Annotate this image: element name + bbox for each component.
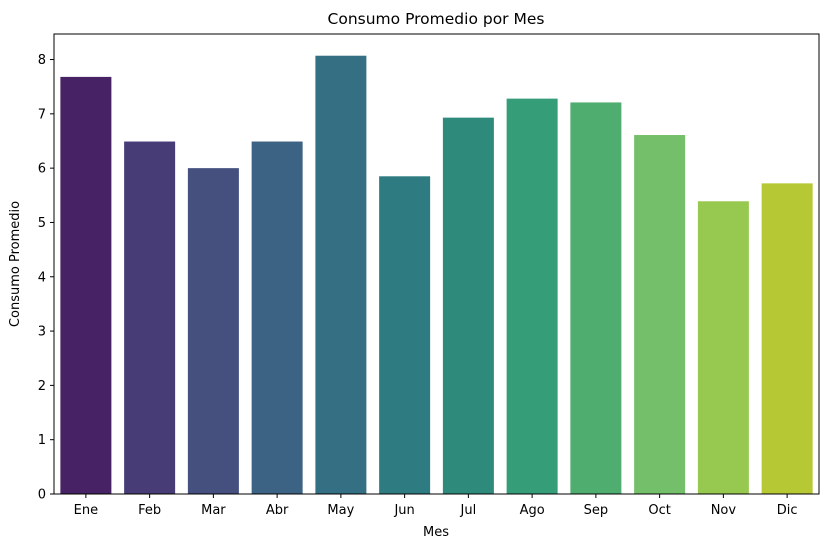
x-tick-label: Oct (648, 503, 670, 518)
x-tick-label: Abr (266, 503, 289, 518)
x-tick-label: Ene (74, 503, 98, 518)
x-axis: Ene Feb Mar Abr May Jun Jul Ago Sep Oct Nov Dic (74, 494, 798, 518)
x-tick-label: Ago (520, 503, 545, 518)
y-tick-label: 0 (38, 488, 46, 503)
bar-sep (570, 102, 622, 495)
bar-oct (634, 135, 686, 494)
y-tick-label: 1 (38, 433, 46, 448)
bars-group (60, 55, 813, 495)
bar-dic (761, 183, 813, 494)
y-tick-label: 5 (38, 216, 46, 231)
x-tick-label: May (327, 503, 354, 518)
x-tick-label: Feb (138, 503, 161, 518)
y-tick-label: 2 (38, 379, 46, 394)
y-tick-label: 8 (38, 53, 46, 68)
bar-jun (379, 176, 431, 495)
x-axis-label: Mes (423, 525, 449, 540)
bar-nov (697, 201, 749, 494)
bar-ago (506, 98, 558, 494)
y-tick-label: 3 (38, 325, 46, 340)
x-tick-label: Sep (584, 503, 609, 518)
bar-may (315, 55, 367, 494)
y-axis-label: Consumo Promedio (8, 201, 23, 327)
x-tick-label: Nov (711, 503, 737, 518)
bar-ene (60, 76, 112, 495)
bar-feb (124, 141, 176, 494)
bar-jul (442, 117, 494, 494)
x-tick-label: Jul (460, 503, 477, 518)
x-tick-label: Dic (777, 503, 798, 518)
y-tick-label: 4 (38, 270, 46, 285)
y-axis: 0 1 2 3 4 5 6 7 8 (38, 53, 54, 503)
chart-title: Consumo Promedio por Mes (328, 10, 545, 28)
plot-frame (53, 33, 820, 495)
bar-mar (187, 168, 239, 494)
bar-abr (251, 141, 303, 494)
y-tick-label: 6 (38, 162, 46, 177)
x-tick-label: Jun (393, 503, 414, 518)
y-tick-label: 7 (38, 107, 46, 122)
x-tick-label: Mar (201, 503, 226, 518)
